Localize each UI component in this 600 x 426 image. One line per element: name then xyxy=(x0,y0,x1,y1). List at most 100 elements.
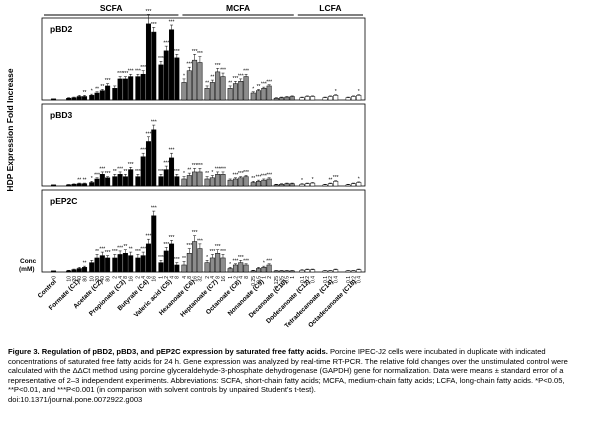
bar xyxy=(322,184,328,187)
significance-label: ** xyxy=(83,90,87,96)
caption-doi: doi:10.1371/journal.pone.0072922.g003 xyxy=(8,394,143,404)
significance-label: *** xyxy=(140,148,146,154)
concentration-labels: Conc(mM)0 10 20 40 80 10 20 40 80 2 4 8 16 2 4 8 16 1 2 4 8 4… xyxy=(19,258,363,289)
bar xyxy=(256,268,262,273)
bar xyxy=(174,176,180,187)
bar xyxy=(204,262,210,273)
significance-label: *** xyxy=(117,166,123,172)
group-label-0: SCFA xyxy=(100,3,123,13)
significance-label: * xyxy=(91,89,93,95)
bar xyxy=(192,241,198,273)
significance-label: * xyxy=(229,262,231,268)
bar xyxy=(82,96,88,101)
bar xyxy=(105,177,111,187)
bar xyxy=(350,270,356,273)
significance-label: *** xyxy=(105,171,111,177)
significance-label: *** xyxy=(163,161,169,167)
bar xyxy=(66,97,72,101)
bar xyxy=(310,269,316,273)
bar xyxy=(122,253,128,273)
bar xyxy=(279,97,285,101)
significance-label: *** xyxy=(233,258,239,264)
bar xyxy=(151,129,157,187)
conc-tick-label: 0.5 xyxy=(256,276,262,283)
bar xyxy=(197,62,203,101)
significance-label: *** xyxy=(197,238,203,244)
bar xyxy=(284,183,290,187)
significance-label: *** xyxy=(186,62,192,68)
bar xyxy=(227,268,233,273)
bar xyxy=(273,97,279,101)
significance-label: *** xyxy=(163,242,169,248)
significance-label: ** xyxy=(228,80,232,86)
group-label-2: LCFA xyxy=(319,3,341,13)
significance-label: *** xyxy=(151,22,157,28)
significance-label: *** xyxy=(174,257,180,263)
significance-label: *** xyxy=(197,163,203,169)
bar xyxy=(135,76,141,101)
significance-label: *** xyxy=(243,170,249,176)
significance-label: *** xyxy=(238,171,244,177)
conc-tick-label: 4 xyxy=(210,276,216,279)
bar xyxy=(117,174,123,187)
significance-label: *** xyxy=(146,131,152,137)
bar xyxy=(94,257,100,273)
significance-label: *** xyxy=(128,69,134,75)
bar xyxy=(284,96,290,101)
significance-label: ** xyxy=(187,168,191,174)
bar xyxy=(238,177,244,187)
conc-unit: (mM) xyxy=(19,266,35,273)
bar xyxy=(158,64,164,101)
significance-label: *** xyxy=(146,234,152,240)
y-axis-label: HDP Expression Fold Increase xyxy=(5,68,15,191)
significance-label: * xyxy=(91,176,93,182)
conc-tick-label: 0 xyxy=(51,276,57,279)
bar xyxy=(227,179,233,187)
conc-tick-label: 16 xyxy=(192,276,198,282)
significance-label: *** xyxy=(261,173,267,179)
significance-label: * xyxy=(312,177,314,183)
significance-label: *** xyxy=(163,41,169,47)
significance-label: ** xyxy=(182,256,186,262)
caption-title: Figure 3. Regulation of pBD2, pBD3, and … xyxy=(8,347,328,356)
significance-label: *** xyxy=(158,255,164,261)
significance-label: *** xyxy=(174,169,180,175)
significance-label: *** xyxy=(243,69,249,75)
bar xyxy=(250,182,256,187)
bar xyxy=(169,29,175,101)
significance-label: *** xyxy=(105,250,111,256)
significance-label: *** xyxy=(238,255,244,261)
bar xyxy=(51,184,57,187)
significance-label: *** xyxy=(233,172,239,178)
significance-label: *** xyxy=(135,249,141,255)
bar xyxy=(71,269,77,273)
significance-label: ** xyxy=(95,86,99,92)
significance-label: ** xyxy=(123,169,127,175)
bar xyxy=(356,182,362,187)
significance-label: *** xyxy=(209,249,215,255)
bar xyxy=(227,88,233,101)
conc-tick-label: 20 xyxy=(95,276,101,282)
significance-label: ** xyxy=(100,84,104,90)
significance-label: * xyxy=(263,261,265,267)
significance-label: * xyxy=(335,89,337,95)
conc-tick-label: 4 xyxy=(118,276,124,279)
significance-label: ** xyxy=(123,244,127,250)
conc-tick-label: 0.1 xyxy=(300,276,306,283)
significance-label: *** xyxy=(99,247,105,253)
conc-tick-label: 2 xyxy=(233,276,239,279)
bar xyxy=(140,156,146,187)
bar xyxy=(112,176,118,187)
conc-tick-label: 80 xyxy=(105,276,111,282)
figure-caption: Figure 3. Regulation of pBD2, pBD3, and … xyxy=(8,347,592,405)
bar xyxy=(279,183,285,187)
significance-label: ** xyxy=(83,178,87,184)
bar xyxy=(232,264,238,273)
bar xyxy=(266,85,272,101)
bar xyxy=(220,76,226,101)
significance-label: *** xyxy=(215,63,221,69)
significance-label: * xyxy=(358,176,360,182)
significance-label: ** xyxy=(129,247,133,253)
conc-tick-label: 8 xyxy=(215,276,221,279)
bar xyxy=(345,97,351,101)
